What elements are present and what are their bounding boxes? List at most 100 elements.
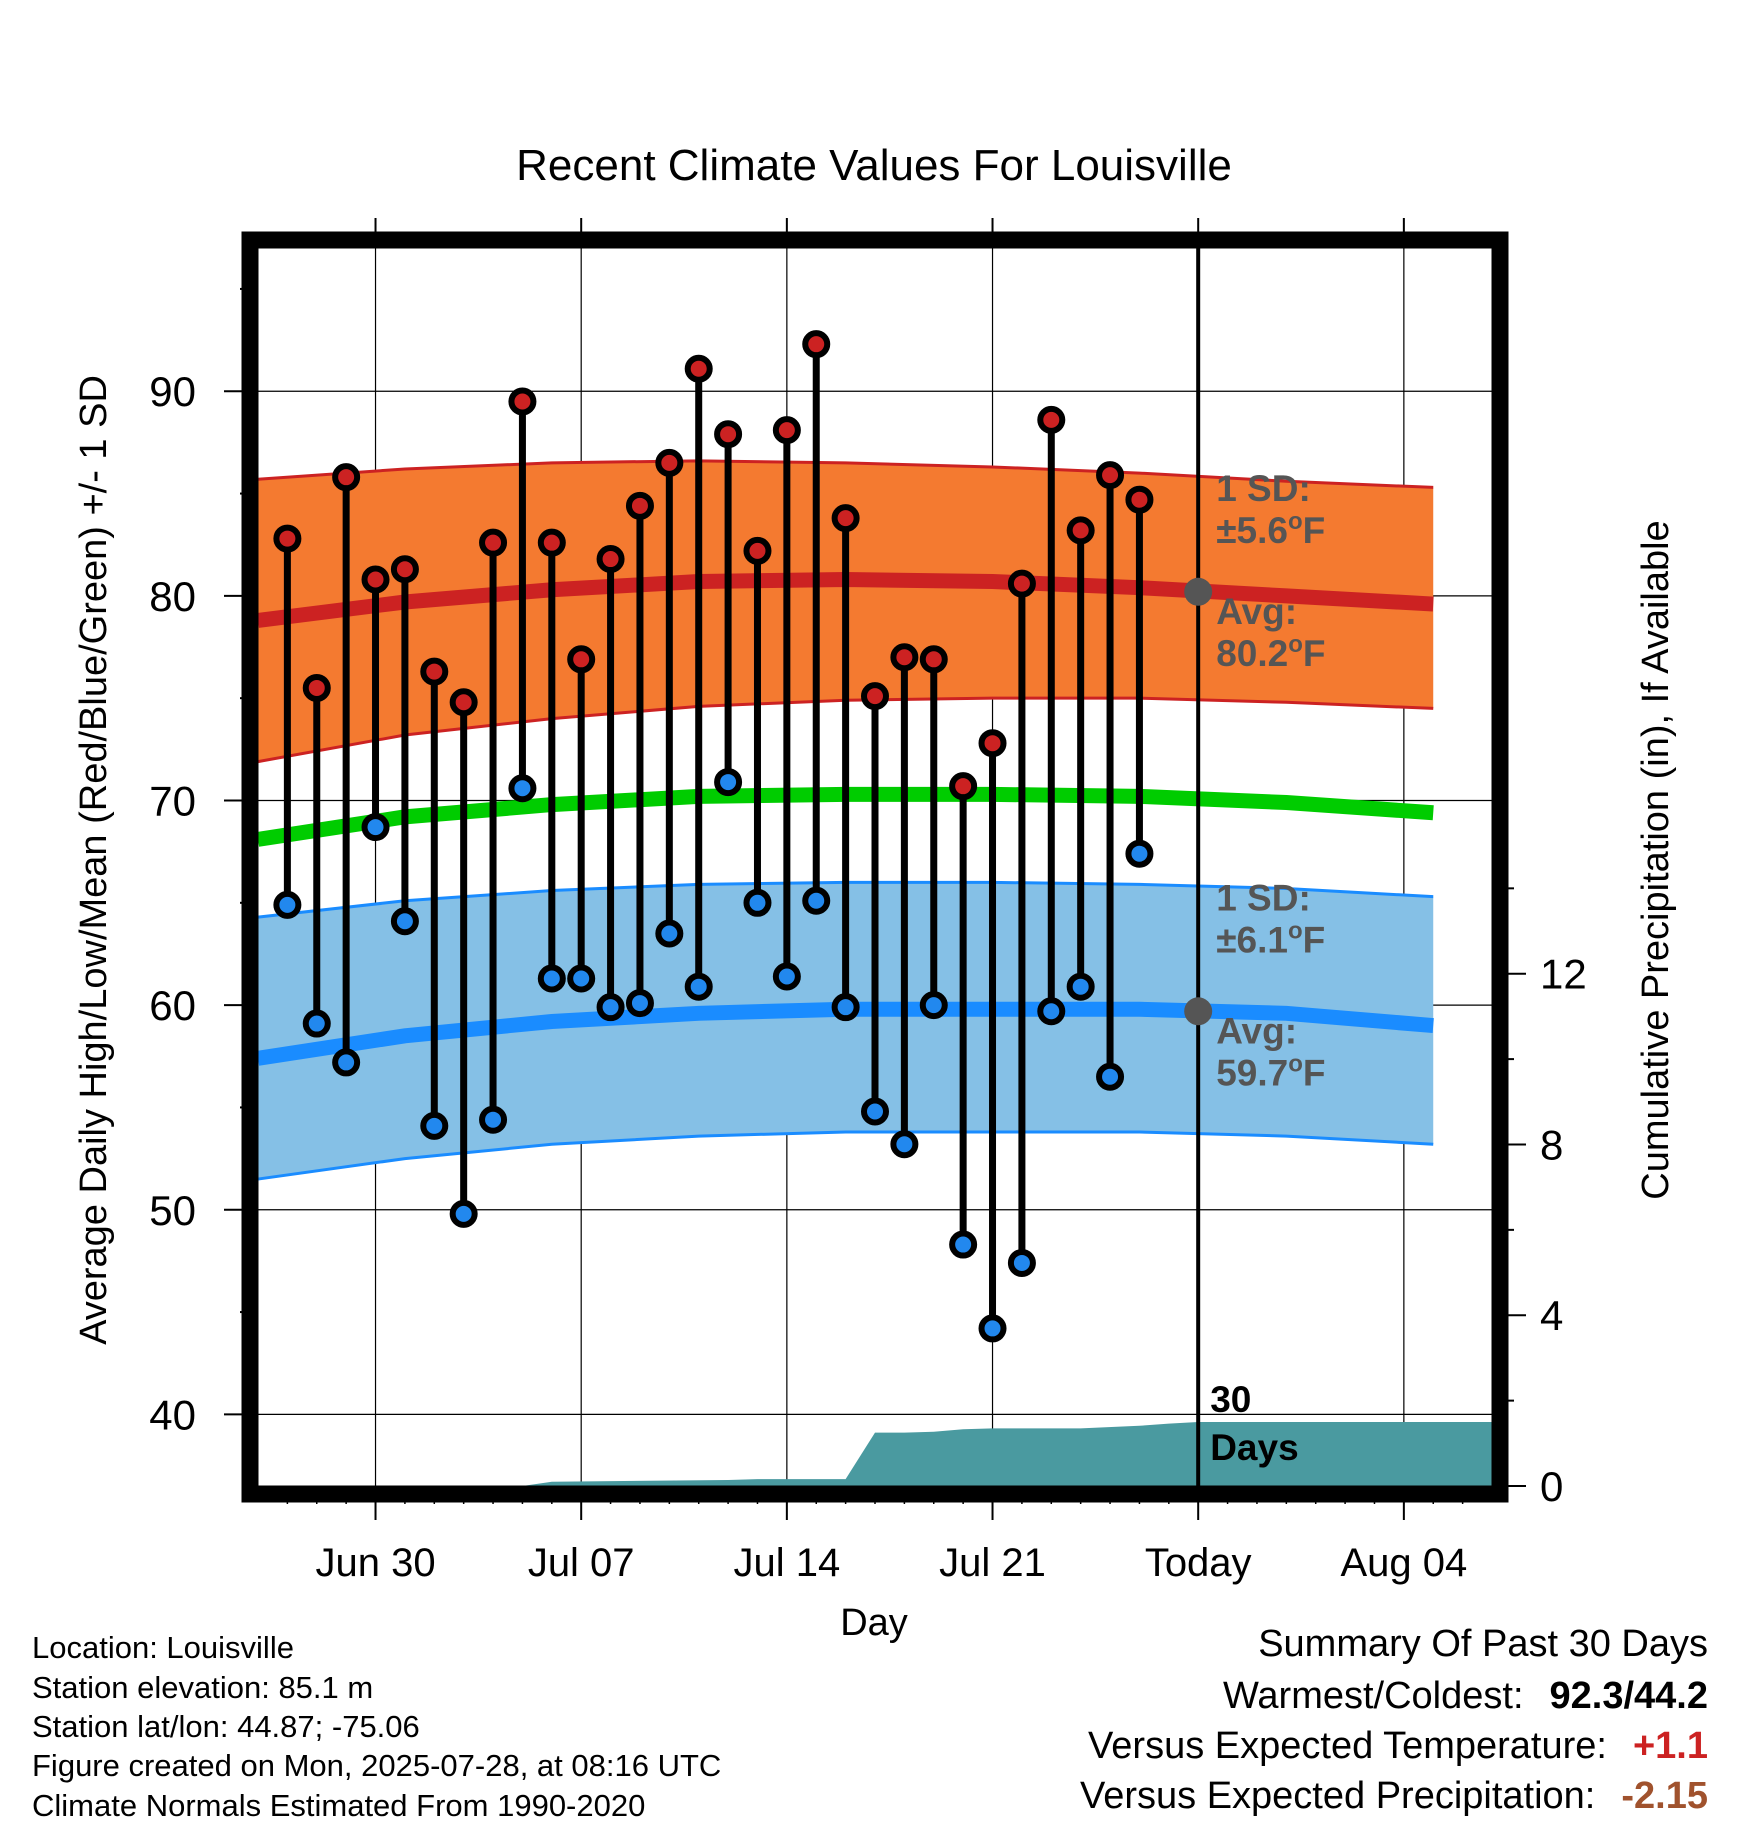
high-temp-point (302, 673, 331, 702)
y2-tick-label: 0 (1540, 1463, 1563, 1510)
axes: 40 50 60 70 80 90 0 4 8 12 Jun 30 Jul 07 Jul 14 Jul 2… (149, 218, 1587, 1585)
y-tick-label: 50 (149, 1187, 196, 1234)
summary-temp-value: +1.1 (1632, 1725, 1708, 1767)
y2-tick-label: 12 (1540, 951, 1587, 998)
low-temp-point (743, 888, 772, 917)
low-temp-point (1037, 997, 1066, 1026)
low-sd-label: 1 SD: (1216, 877, 1311, 918)
high-temp-point (332, 463, 361, 492)
high-temp-point (714, 420, 743, 449)
low-temp-point (1096, 1062, 1125, 1091)
summary-warmest-row: Warmest/Coldest: 92.3/44.2 (1223, 1677, 1708, 1715)
high-temp-point (949, 772, 978, 801)
x-tick-label: Today (1145, 1541, 1252, 1585)
low-temp-point (978, 1314, 1007, 1343)
y-tick-label: 40 (149, 1391, 196, 1438)
high-temp-point (1007, 569, 1036, 598)
low-temp-point (596, 993, 625, 1022)
low-temp-point (273, 890, 302, 919)
low-avg-label: Avg: (1216, 1010, 1297, 1051)
high-temp-point (1125, 485, 1154, 514)
summary-precip-row: Versus Expected Precipitation: -2.15 (1080, 1777, 1708, 1815)
low-temp-point (332, 1048, 361, 1077)
high-temp-point (1096, 461, 1125, 490)
high-avg-label: Avg: (1216, 591, 1297, 632)
y-axis-label: Average Daily High/Low/Mean (Red/Blue/Gr… (73, 375, 115, 1345)
low-temp-point (802, 886, 831, 915)
precip-days-label: Days (1210, 1427, 1298, 1468)
low-temp-point (390, 907, 419, 936)
high-temp-point (655, 448, 684, 477)
high-temp-point (596, 545, 625, 574)
y2-tick-label: 4 (1540, 1292, 1563, 1339)
low-temp-point (861, 1097, 889, 1126)
high-temp-point (772, 416, 801, 445)
low-temp-point (420, 1111, 449, 1140)
plot-border (241, 231, 1509, 1503)
summary-precip-label: Versus Expected Precipitation: (1079, 1775, 1596, 1817)
summary-title: Summary Of Past 30 Days (1258, 1623, 1708, 1665)
y-tick-label: 60 (149, 982, 196, 1029)
high-temp-point (537, 528, 566, 557)
y2-tick-label: 8 (1540, 1121, 1563, 1168)
x-axis-label: Day (840, 1602, 908, 1644)
high-temp-point (1066, 516, 1095, 545)
precipitation-area (258, 1421, 1492, 1486)
high-temp-point (919, 645, 948, 674)
y-tick-label: 70 (149, 777, 196, 824)
x-tick-label: Jul 14 (733, 1541, 840, 1585)
low-sd-lower-line (257, 1130, 1434, 1181)
high-sd-label: 1 SD: (1216, 468, 1311, 509)
high-temp-point (567, 645, 596, 674)
high-temp-point (479, 528, 508, 557)
low-temp-point (684, 972, 713, 1001)
info-latlon: Station lat/lon: 44.87; -75.06 (32, 1709, 420, 1744)
cumulative-precip-area (258, 1421, 1492, 1486)
high-avg-value: 80.2oF (1216, 631, 1325, 674)
low-temp-point (831, 993, 860, 1022)
high-temp-point (625, 491, 654, 520)
low-temp-point (1125, 839, 1154, 868)
high-temp-point (390, 555, 419, 584)
high-temp-point (890, 643, 919, 672)
y-tick-label: 80 (149, 573, 196, 620)
low-temp-point (449, 1199, 478, 1228)
summary-warmest-value: 92.3/44.2 (1549, 1675, 1708, 1717)
low-sd-value: ±6.1oF (1216, 917, 1325, 960)
low-temp-point (302, 1009, 331, 1038)
low-temp-point (772, 962, 801, 991)
low-temp-point (1066, 972, 1095, 1001)
high-sd-upper-line (257, 459, 1434, 489)
low-temp-point (890, 1130, 919, 1159)
x-tick-label: Aug 04 (1340, 1541, 1467, 1585)
high-temp-point (273, 524, 302, 553)
high-temp-point (684, 354, 713, 383)
summary-temp-row: Versus Expected Temperature: +1.1 (1088, 1727, 1708, 1765)
high-temp-point (361, 565, 390, 594)
summary-temp-label: Versus Expected Temperature: (1088, 1725, 1607, 1767)
high-temp-point (508, 387, 537, 416)
x-tick-label: Jun 30 (315, 1541, 435, 1585)
plot-frame (241, 231, 1509, 1503)
x-tick-label: Jul 07 (528, 1541, 635, 1585)
high-sd-value: ±5.6oF (1216, 508, 1325, 551)
high-avg-today-marker (1184, 577, 1213, 606)
high-temp-point (861, 682, 889, 711)
low-temp-point (567, 964, 596, 993)
summary-warmest-label: Warmest/Coldest: (1222, 1675, 1524, 1717)
chart-title: Recent Climate Values For Louisville (516, 141, 1232, 190)
low-avg-value: 59.7oF (1216, 1050, 1325, 1093)
low-temp-point (508, 774, 537, 803)
x-tick-label: Jul 21 (939, 1541, 1046, 1585)
low-temp-point (537, 964, 566, 993)
precip-days-label: 30 (1210, 1379, 1251, 1420)
low-temp-point (625, 989, 654, 1018)
low-temp-point (949, 1230, 978, 1259)
y2-axis-label: Cumulative Precipitation (in), If Availa… (1635, 520, 1677, 1199)
low-avg-today-marker (1184, 997, 1213, 1026)
low-temp-point (361, 813, 390, 842)
high-temp-point (831, 504, 860, 533)
summary-precip-value: -2.15 (1621, 1775, 1708, 1817)
low-temp-point (714, 768, 743, 797)
high-temp-point (449, 688, 478, 717)
